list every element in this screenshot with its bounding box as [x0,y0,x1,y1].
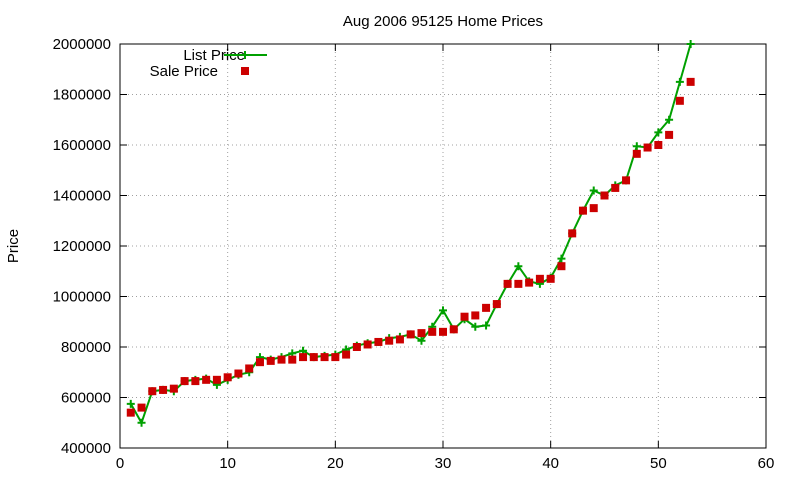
data-point [643,143,652,152]
axis-ticks [119,43,767,449]
data-point [169,384,178,393]
data-point [589,204,598,213]
data-point [675,77,684,86]
data-point [525,278,534,287]
series-list-price [126,40,695,427]
x-tick-label: 10 [219,455,236,472]
data-point [137,418,146,427]
data-point [439,327,447,336]
data-point [255,358,264,367]
data-point [288,355,297,364]
data-point [159,385,168,394]
x-tick-label: 60 [758,455,775,472]
y-tick-label: 1800000 [53,87,111,104]
legend-marker [241,51,249,59]
data-point [417,336,426,345]
y-tick-label: 1600000 [53,137,111,154]
data-point [202,375,211,384]
data-point [589,186,598,195]
data-point [137,403,146,412]
y-axis-label: Price [5,229,22,263]
y-axis-tick-labels: 400000 600000 800000 1000000 1200000 1400000 1… [53,36,111,457]
data-point [482,321,491,330]
data-point [299,353,308,362]
series-layer [126,40,695,427]
data-point [675,96,684,105]
x-axis-tick-labels: 0 10 20 30 40 50 60 [116,455,775,472]
data-point [245,364,254,373]
series-sale-price [126,77,695,417]
data-point [557,262,566,271]
data-point [471,311,480,320]
x-tick-label: 40 [542,455,559,472]
data-point [471,322,480,331]
data-point [309,353,318,362]
data-point [611,183,620,192]
data-point [665,115,674,124]
y-tick-label: 1200000 [53,238,111,255]
data-point [417,329,426,338]
data-point [632,142,641,151]
data-point [212,375,221,384]
data-point [546,274,555,283]
data-point [686,40,695,48]
data-point [492,300,501,309]
x-tick-label: 50 [650,455,667,472]
data-point [535,274,544,283]
data-point [266,356,275,365]
data-point [632,149,641,158]
data-point [557,254,566,263]
y-tick-label: 400000 [61,440,111,457]
data-point [514,262,523,271]
data-point [342,350,351,359]
data-point [234,369,243,378]
y-tick-label: 1400000 [53,188,111,205]
data-point [578,206,587,215]
data-point [460,312,469,321]
data-point [126,408,135,417]
data-point [686,77,695,86]
data-point [363,340,372,349]
x-tick-label: 30 [435,455,452,472]
y-tick-label: 800000 [61,339,111,356]
chart-title: Aug 2006 95125 Home Prices [343,13,543,30]
data-point [374,337,383,346]
data-point [180,377,189,386]
data-point [223,373,232,382]
data-point [568,229,577,238]
data-point [148,387,157,396]
data-point [428,327,437,336]
data-point [277,355,286,364]
series-line [129,43,692,426]
x-tick-label: 20 [327,455,344,472]
data-point [622,176,631,185]
legend-label: List Price [183,47,245,64]
legend-marker [241,67,249,75]
data-point [654,128,663,137]
data-point [191,377,200,386]
data-point [503,279,512,288]
data-point [352,343,361,351]
data-point [514,279,523,288]
data-point [654,141,663,149]
data-point [600,191,609,200]
data-point [320,353,329,362]
y-tick-label: 600000 [61,390,111,407]
x-tick-label: 0 [116,455,124,472]
data-point [449,325,458,334]
legend-label: Sale Price [150,63,218,80]
y-tick-label: 2000000 [53,36,111,53]
data-point [665,130,674,139]
data-point [126,399,135,408]
data-point [406,330,415,339]
data-point [385,336,394,345]
data-point [439,306,447,315]
y-tick-label: 1000000 [53,289,111,306]
data-point [395,335,404,344]
data-point [331,353,340,362]
data-point [482,303,491,312]
